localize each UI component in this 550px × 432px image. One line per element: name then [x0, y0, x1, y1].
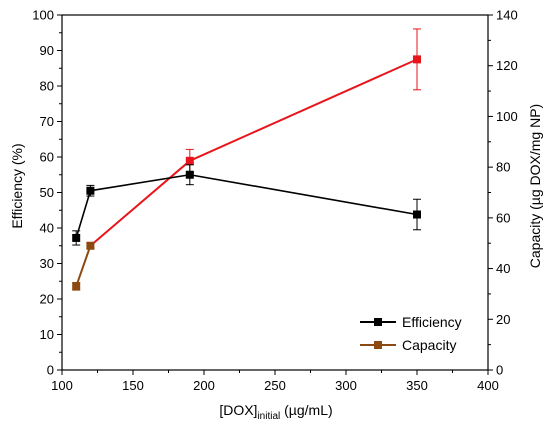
y-right-tick-label: 40: [496, 261, 510, 276]
y-left-tick-label: 60: [40, 150, 54, 165]
capacity-point: [72, 282, 81, 291]
x-tick-label: 350: [406, 378, 428, 393]
x-axis-title: [DOX]initial (µg/mL): [219, 402, 332, 422]
legend-efficiency-marker: [374, 318, 382, 326]
y-right-tick-label: 100: [496, 109, 518, 124]
efficiency-point: [185, 170, 194, 179]
series-layer: [72, 28, 421, 291]
capacity-line-segment: [189, 58, 418, 162]
x-tick-label: 400: [477, 378, 499, 393]
legend: Efficiency Capacity: [360, 314, 462, 353]
capacity-point: [413, 55, 421, 64]
y-left-tick-label: 70: [40, 114, 54, 129]
x-axis-title-main: [DOX]: [219, 402, 257, 418]
capacity-point: [185, 156, 194, 165]
y-left-tick-label: 20: [40, 292, 54, 307]
efficiency-line-segment: [189, 173, 418, 216]
x-tick-label: 300: [335, 378, 357, 393]
legend-efficiency-label: Efficiency: [402, 314, 462, 330]
efficiency-line-segment: [75, 190, 92, 239]
efficiency-point: [86, 186, 95, 195]
capacity-line-segment: [89, 160, 191, 247]
efficiency-line-segment: [90, 173, 190, 192]
legend-capacity-label: Capacity: [402, 337, 456, 353]
capacity-point: [86, 241, 95, 250]
y-left-tick-label: 100: [32, 8, 54, 23]
x-tick-label: 100: [51, 378, 73, 393]
y-right-tick-label: 60: [496, 210, 510, 225]
y-left-tick-label: 40: [40, 221, 54, 236]
y-left-tick-label: 50: [40, 185, 54, 200]
x-tick-label: 250: [264, 378, 286, 393]
y-right-tick-label: 80: [496, 160, 510, 175]
y-left-tick-label: 10: [40, 327, 54, 342]
x-tick-label: 200: [193, 378, 215, 393]
x-axis-title-subscript: initial: [257, 411, 280, 422]
legend-capacity-marker: [374, 341, 382, 349]
capacity-line-segment: [75, 245, 92, 287]
efficiency-point: [413, 210, 421, 219]
y-left-tick-label: 80: [40, 79, 54, 94]
efficiency-point: [72, 233, 81, 242]
x-axis-title-unit: (µg/mL): [280, 402, 332, 418]
y-right-tick-label: 0: [496, 363, 503, 378]
y-axis-right-title: Capacity (µg DOX/mg NP): [527, 104, 543, 268]
y-right-tick-label: 140: [496, 8, 518, 23]
y-right-tick-label: 20: [496, 312, 510, 327]
y-left-tick-label: 30: [40, 256, 54, 271]
axis-ticks: 100 150 200 250 300 350 4000102030405060708090…: [32, 8, 517, 394]
y-left-tick-label: 0: [47, 363, 54, 378]
y-left-tick-label: 90: [40, 43, 54, 58]
x-tick-label: 150: [122, 378, 144, 393]
y-right-tick-label: 120: [496, 58, 518, 73]
y-axis-left-title: Efficiency (%): [9, 143, 25, 228]
